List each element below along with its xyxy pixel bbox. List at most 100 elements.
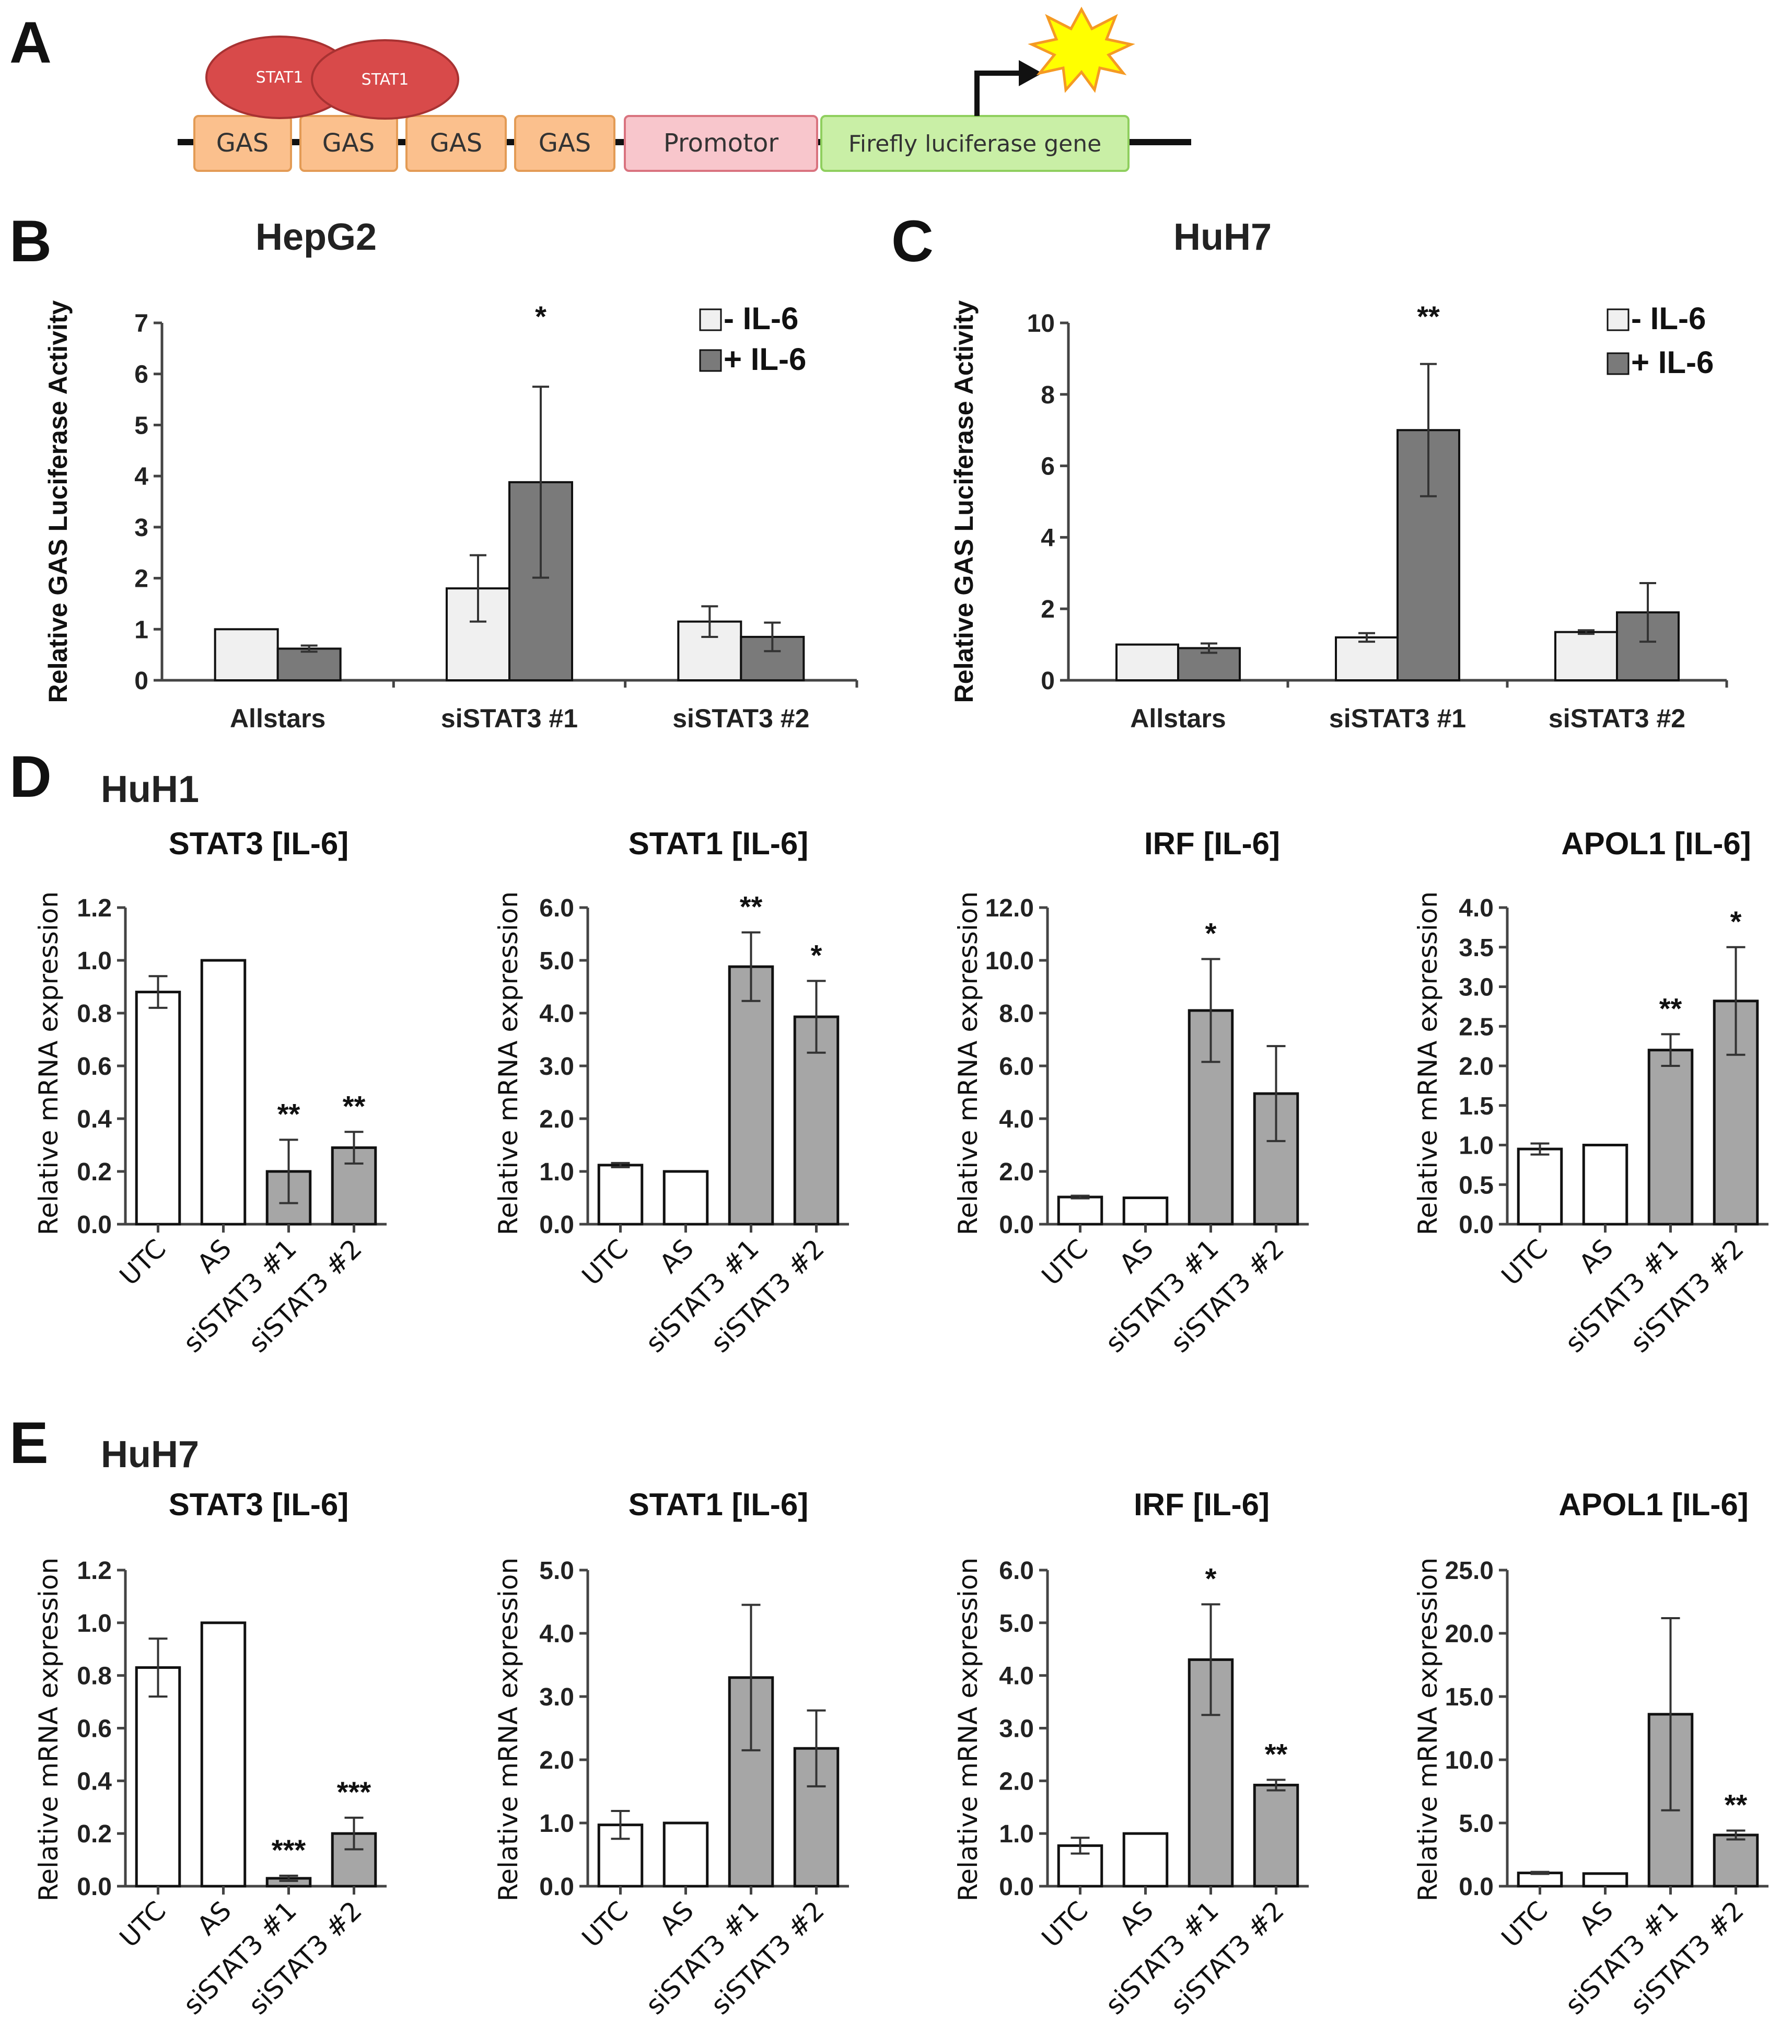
legend-swatch-plus-il6 (1607, 352, 1630, 375)
chart-d1-ylabel: Relative mRNA expression (33, 891, 64, 1235)
significance-marker: ** (277, 1097, 300, 1130)
bar-allstars-plus-il6 (276, 647, 342, 681)
y-tick-label: 6.0 (539, 895, 574, 922)
bar-utc (597, 1164, 644, 1226)
significance-marker: * (535, 300, 546, 333)
y-tick-label: 1.2 (77, 1557, 112, 1585)
chart-e4-title: APOL1 [IL-6] (1558, 1487, 1748, 1522)
bar-as (1582, 1144, 1628, 1226)
chart-e4: APOL1 [IL-6] Relative mRNA expression 0.… (1413, 1487, 1768, 2020)
gas-box-1-label: GAS (216, 129, 269, 158)
y-tick-label: 0 (1041, 667, 1055, 695)
x-category-label: siSTAT3 #2 (705, 1233, 830, 1358)
bar-sistat3-2 (1713, 1833, 1759, 1888)
bar-sistat3-1 (1647, 1049, 1694, 1226)
panel-headings: B HepG2 C HuH7 D HuH1 E HuH7 (9, 208, 1272, 1476)
y-tick-label: 0.0 (77, 1211, 112, 1239)
y-tick-label: 0.0 (999, 1211, 1034, 1239)
y-tick-label: 2 (134, 565, 148, 593)
significance-marker: ** (740, 890, 763, 923)
x-category-label: siSTAT3 #1 (441, 704, 578, 733)
panel-e-cell-line: HuH7 (101, 1434, 199, 1476)
significance-marker: ** (1659, 992, 1682, 1025)
x-category-label: UTC (1496, 1895, 1554, 1953)
y-tick-label: 3.0 (539, 1683, 574, 1711)
x-category-label: siSTAT3 #2 (243, 1895, 368, 2020)
chart-d3: IRF [IL-6] Relative mRNA expression 0.0 2… (953, 826, 1309, 1358)
y-tick-label: 1.0 (539, 1810, 574, 1838)
y-tick-label: 1.0 (999, 1820, 1034, 1848)
y-tick-label: 1.0 (77, 947, 112, 975)
bar-as (662, 1170, 709, 1226)
y-tick-label: 1.0 (539, 1158, 574, 1186)
x-category-label: siSTAT3 #2 (1625, 1233, 1750, 1358)
y-tick-label: 5.0 (539, 1557, 574, 1585)
bar-sistat3-2-minus-il6 (1554, 631, 1618, 682)
gas-box-1 (193, 115, 292, 172)
y-tick-label: 0.6 (77, 1715, 112, 1743)
y-tick-label: 4 (1041, 524, 1055, 552)
luciferase-gene-box-label: Firefly luciferase gene (848, 131, 1101, 157)
legend-swatch-plus-il6 (699, 349, 722, 372)
chart-c-ylabel: Relative GAS Luciferase Activity (949, 300, 979, 703)
bar-as (662, 1821, 709, 1888)
bar-as (1122, 1197, 1169, 1226)
significance-marker: ** (1725, 1788, 1748, 1821)
x-category-label: siSTAT3 #1 (1329, 704, 1466, 733)
y-tick-label: 5.0 (539, 947, 574, 975)
y-tick-label: 2.0 (999, 1158, 1034, 1186)
bar-allstars-minus-il6 (214, 628, 279, 682)
panel-a: A GAS GAS GAS GAS Promotor Firefly lucif… (9, 6, 1191, 172)
y-tick-label: 0.6 (77, 1053, 112, 1081)
significance-marker: *** (337, 1775, 371, 1808)
y-tick-label: 15.0 (1445, 1683, 1494, 1711)
y-tick-label: 2.0 (1459, 1053, 1494, 1081)
chart-c: Relative GAS Luciferase Activity - IL-6 … (949, 300, 1728, 733)
stat1-dimer-left-label: STAT1 (256, 68, 304, 87)
y-tick-label: 2 (1041, 596, 1055, 623)
x-category-label: UTC (1036, 1233, 1094, 1291)
significance-marker: * (1205, 916, 1217, 949)
gas-box-3 (405, 115, 507, 172)
bar-sistat3-1 (728, 965, 774, 1226)
chart-d2-ylabel: Relative mRNA expression (493, 891, 523, 1235)
stat1-dimer-right (311, 39, 459, 120)
y-tick-label: 2.0 (999, 1768, 1034, 1795)
y-tick-label: 5.0 (1459, 1810, 1494, 1838)
gas-box-2 (299, 115, 398, 172)
bar-sistat3-2 (331, 1832, 377, 1888)
significance-marker: ** (343, 1089, 366, 1122)
y-tick-label: 0.4 (77, 1768, 112, 1795)
chart-d4: APOL1 [IL-6] Relative mRNA expression 0.… (1413, 826, 1768, 1358)
y-tick-label: 4.0 (539, 1000, 574, 1028)
y-tick-label: 0.2 (77, 1158, 112, 1186)
x-category-label: UTC (1496, 1233, 1554, 1291)
y-tick-label: 1.2 (77, 895, 112, 922)
panel-d-cell-line: HuH1 (101, 769, 199, 810)
x-category-label: AS (1573, 1233, 1619, 1279)
chart-d4-title: APOL1 [IL-6] (1561, 826, 1751, 861)
y-tick-label: 1 (134, 616, 148, 644)
promotor-box (624, 115, 818, 172)
y-tick-label: 8 (1041, 381, 1055, 409)
y-tick-label: 20.0 (1445, 1620, 1494, 1648)
bar-allstars-minus-il6 (1115, 643, 1179, 681)
panel-c-cell-line: HuH7 (1173, 216, 1272, 258)
significance-marker: ** (1265, 1737, 1288, 1770)
x-category-label: Allstars (1130, 704, 1226, 733)
y-tick-label: 25.0 (1445, 1557, 1494, 1585)
y-tick-label: 4.0 (999, 1106, 1034, 1133)
panel-letter-d: D (9, 744, 52, 809)
significance-marker: * (811, 938, 822, 971)
chart-e2-title: STAT1 [IL-6] (629, 1487, 808, 1522)
y-tick-label: 6 (1041, 453, 1055, 481)
gas-box-4-label: GAS (539, 129, 591, 158)
chart-b: Relative GAS Luciferase Activity - IL-6 … (43, 300, 858, 733)
y-tick-label: 4.0 (1459, 895, 1494, 922)
chart-e1: STAT3 [IL-6] Relative mRNA expression 0.… (33, 1487, 387, 2020)
significance-marker: ** (1417, 300, 1440, 333)
bar-sistat3-2 (1253, 1783, 1299, 1888)
y-tick-label: 0.0 (539, 1211, 574, 1239)
